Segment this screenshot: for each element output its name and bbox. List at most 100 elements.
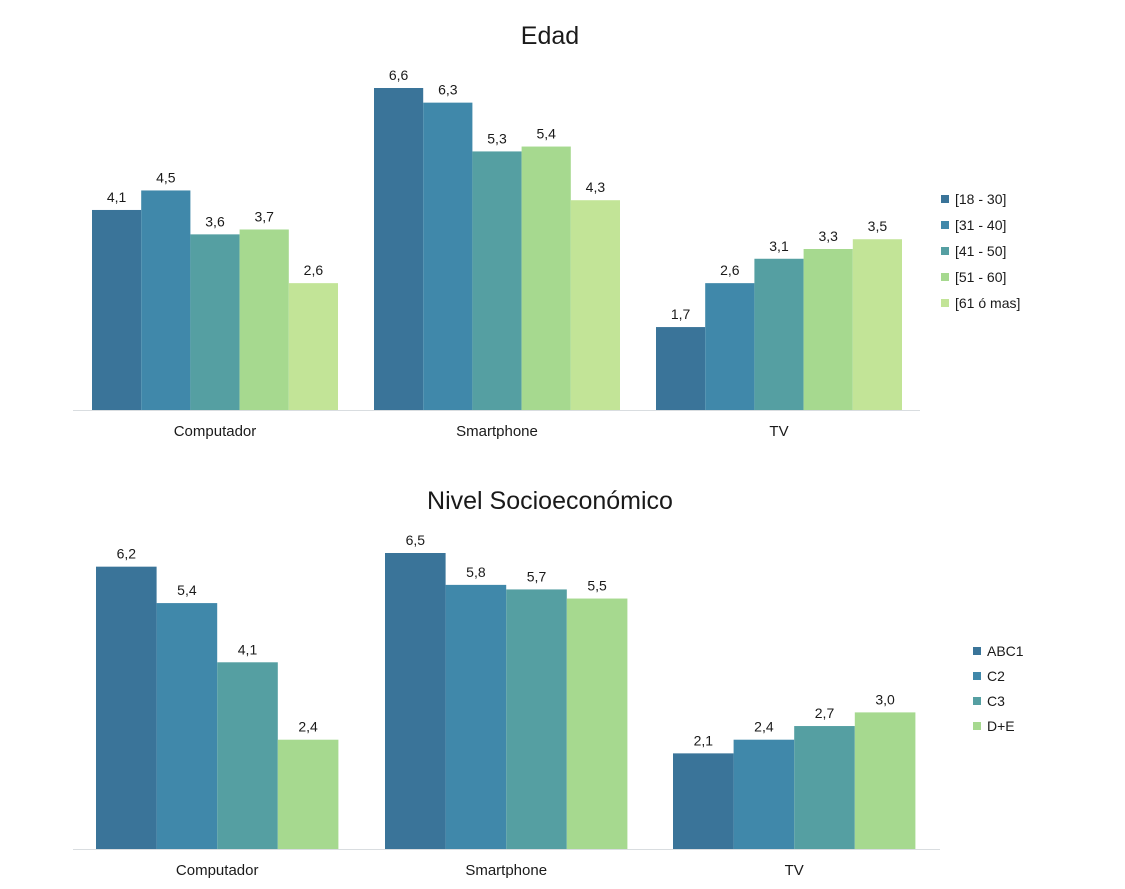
bar-tv-41-50 <box>754 258 804 410</box>
bar-computador-18-30 <box>92 209 142 410</box>
bar-smartphone-abc1 <box>385 553 446 849</box>
legend-item-d-e: D+E <box>973 713 1024 738</box>
bar-computador-41-50 <box>190 234 240 410</box>
bar-smartphone-18-30 <box>374 88 424 410</box>
data-label: 3,7 <box>254 208 274 224</box>
bar-tv-c3 <box>794 726 855 849</box>
legend-label: [31 - 40] <box>955 217 1007 233</box>
bar-tv-18-30 <box>656 327 706 410</box>
legend-label: ABC1 <box>987 642 1024 659</box>
data-label: 5,4 <box>536 126 556 142</box>
bar-smartphone-41-50 <box>472 151 522 410</box>
bar-computador-51-60 <box>239 229 289 410</box>
chart-title: Edad <box>520 22 580 50</box>
category-group-tv: 2,1 2,4 2,7 3,0 <box>673 691 916 849</box>
data-label: 5,4 <box>177 582 197 598</box>
data-label: 2,6 <box>720 262 740 278</box>
legend-swatch <box>941 221 949 229</box>
data-label: 2,7 <box>815 705 835 721</box>
legend-item-18-30: [18 - 30] <box>941 186 1020 212</box>
bar-smartphone-51-60 <box>521 146 571 410</box>
bar-tv-61-o-mas <box>852 239 902 410</box>
x-tick-label: Computador <box>174 423 257 440</box>
data-label: 5,5 <box>587 578 607 594</box>
legend-swatch <box>941 247 949 255</box>
data-label: 2,1 <box>694 732 714 748</box>
data-label: 2,4 <box>754 719 774 735</box>
legend-swatch <box>973 646 981 655</box>
legend-swatch <box>941 273 949 281</box>
category-group-smartphone: 6,5 5,8 5,7 5,5 <box>385 532 628 849</box>
bar-computador-c2 <box>156 603 218 849</box>
data-label: 3,5 <box>868 218 888 234</box>
data-label: 6,2 <box>117 546 137 562</box>
chart-nivel-socioeconomico: Nivel Socioeconómico 6,2 5,4 4,1 2,4 Computa… <box>0 445 1125 889</box>
data-label: 3,0 <box>875 691 895 707</box>
data-label: 6,6 <box>389 67 409 83</box>
data-label: 3,6 <box>205 213 225 229</box>
legend-item-abc1: ABC1 <box>973 638 1024 663</box>
data-label: 2,6 <box>304 262 324 278</box>
chart-edad: Edad 4,1 4,5 3,6 3,7 2,6 Computador 6,6 6,3 5,3 5… <box>73 22 1020 440</box>
bar-computador-31-40 <box>141 190 191 410</box>
legend-label: [51 - 60] <box>955 269 1007 285</box>
legend-swatch <box>941 299 949 307</box>
data-label: 5,3 <box>487 130 507 146</box>
legend-item-61-o-mas: [61 ó mas] <box>941 290 1020 316</box>
data-label: 3,3 <box>818 228 838 244</box>
legend-swatch <box>941 195 949 203</box>
bar-tv-31-40 <box>705 283 755 410</box>
legend-label: C3 <box>987 692 1005 709</box>
chart-title: Nivel Socioeconómico <box>427 487 673 515</box>
bar-smartphone-61-o-mas <box>570 200 620 410</box>
x-tick-label: TV <box>769 423 788 440</box>
category-group-smartphone: 6,6 6,3 5,3 5,4 4,3 <box>374 67 620 411</box>
legend-item-31-40: [31 - 40] <box>941 212 1020 238</box>
bar-tv-abc1 <box>673 753 734 849</box>
legend-swatch <box>973 671 981 680</box>
legend-label: [18 - 30] <box>955 191 1007 207</box>
category-group-computador: 6,2 5,4 4,1 2,4 <box>96 546 339 849</box>
data-label: 5,8 <box>466 564 486 580</box>
data-label: 4,5 <box>156 169 176 185</box>
bar-computador-d-e <box>277 739 339 849</box>
bar-tv-c2 <box>733 739 795 849</box>
chart-legend: ABC1 C2 C3 D+E <box>973 638 1024 738</box>
legend-label: D+E <box>987 717 1015 734</box>
bar-smartphone-c2 <box>445 584 507 849</box>
chart-plot-area: 6,2 5,4 4,1 2,4 Computador 6,5 5,8 5,7 5,5 Smartp… <box>73 532 940 879</box>
x-tick-label: Smartphone <box>456 423 538 440</box>
bar-computador-61-o-mas <box>288 283 338 410</box>
category-group-computador: 4,1 4,5 3,6 3,7 2,6 <box>92 169 338 410</box>
data-label: 4,1 <box>238 641 258 657</box>
x-tick-label: Computador <box>176 862 259 879</box>
data-label: 4,3 <box>586 179 606 195</box>
bar-tv-d-e <box>854 712 916 849</box>
chart-legend: [18 - 30] [31 - 40] [41 - 50] [51 - 60] [61 … <box>941 186 1020 316</box>
bar-smartphone-d-e <box>566 598 628 849</box>
chart-plot-area: 4,1 4,5 3,6 3,7 2,6 Computador 6,6 6,3 5,3 5,4 4,3… <box>73 67 920 440</box>
data-label: 2,4 <box>298 719 318 735</box>
data-label: 4,1 <box>107 189 127 205</box>
data-label: 5,7 <box>527 568 547 584</box>
bar-computador-c3 <box>217 662 278 849</box>
bar-computador-abc1 <box>96 566 157 849</box>
legend-item-c3: C3 <box>973 688 1024 713</box>
x-tick-label: Smartphone <box>465 862 547 879</box>
x-tick-label: TV <box>785 862 804 879</box>
legend-label: C2 <box>987 667 1005 684</box>
bar-smartphone-c3 <box>506 589 567 849</box>
legend-label: [41 - 50] <box>955 243 1007 259</box>
legend-swatch <box>973 696 981 705</box>
bar-smartphone-31-40 <box>423 102 473 411</box>
legend-item-51-60: [51 - 60] <box>941 264 1020 290</box>
data-label: 6,3 <box>438 82 458 98</box>
data-label: 3,1 <box>769 238 789 254</box>
legend-swatch <box>973 721 981 730</box>
category-group-tv: 1,7 2,6 3,1 3,3 3,5 <box>656 218 902 410</box>
data-label: 6,5 <box>406 532 426 548</box>
legend-item-41-50: [41 - 50] <box>941 238 1020 264</box>
legend-label: [61 ó mas] <box>955 295 1021 311</box>
data-label: 1,7 <box>671 306 691 322</box>
legend-item-c2: C2 <box>973 663 1024 688</box>
